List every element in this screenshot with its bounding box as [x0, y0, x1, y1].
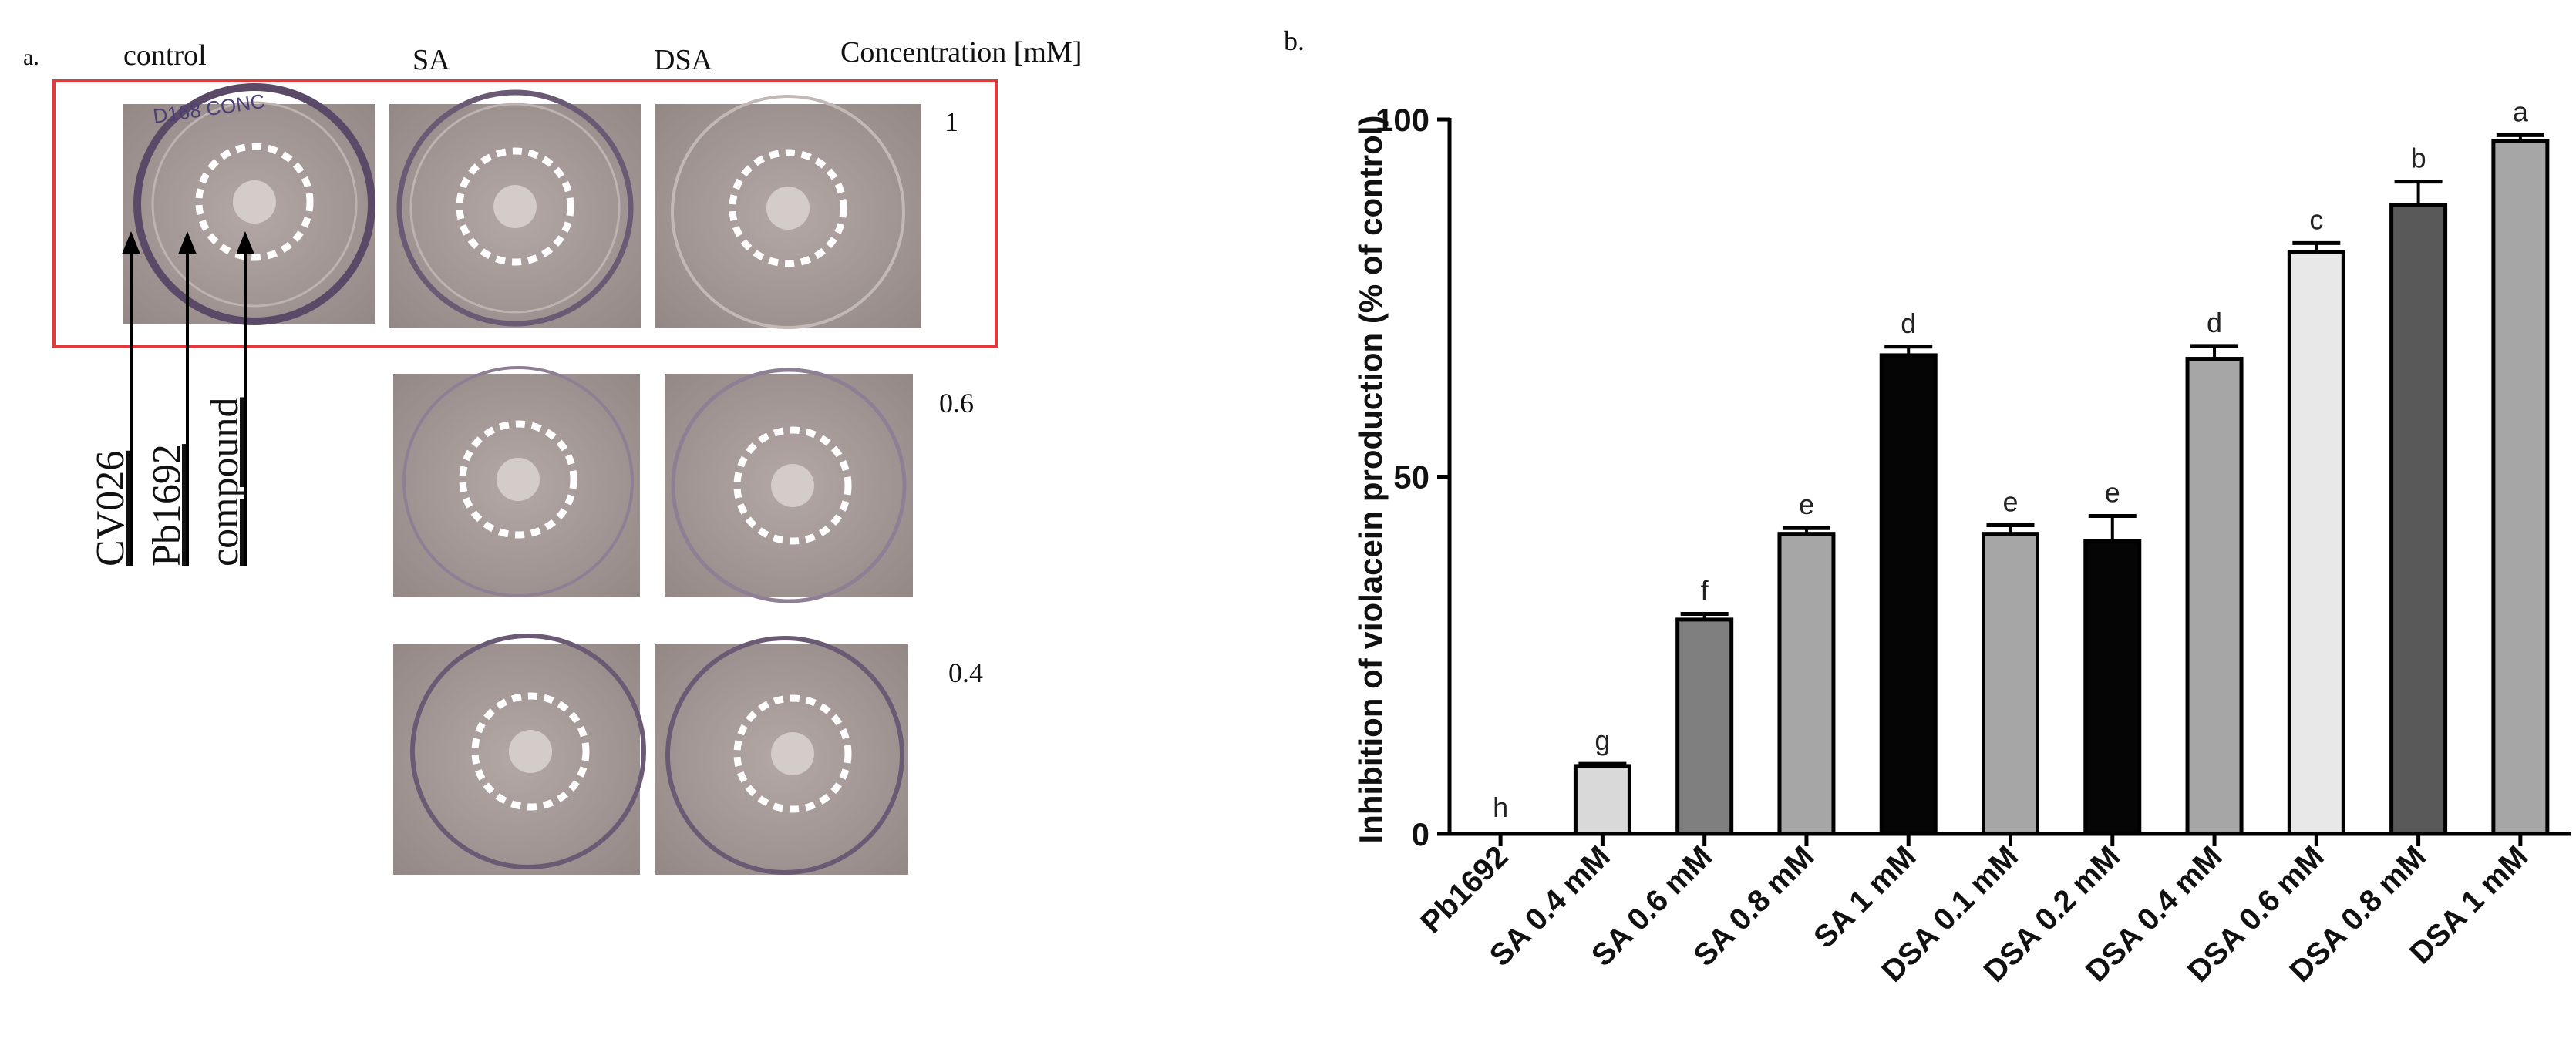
- panel-b: b. Inhibition of violacein production (%…: [1284, 25, 2571, 989]
- plate-sa-1mm: [389, 89, 641, 328]
- plate-dsa-0-4mm: [655, 636, 908, 875]
- arrow-label-compound: compound: [203, 397, 247, 566]
- bar: [2389, 203, 2448, 836]
- concentration-header: Concentration [mM]: [840, 36, 1082, 69]
- significance-letter: e: [2105, 476, 2120, 508]
- bar: [1573, 764, 1631, 836]
- significance-letter: d: [2207, 307, 2222, 338]
- plate-sa-0-6mm: [393, 366, 640, 597]
- y-tick-label: 50: [1393, 459, 1429, 496]
- bar: [1982, 532, 2039, 836]
- column-label-dsa: DSA: [654, 44, 713, 76]
- bar: [2185, 357, 2244, 836]
- plate-control-1mm: D168 CONC: [123, 83, 375, 325]
- column-label-sa: SA: [412, 44, 450, 76]
- significance-letter: h: [1493, 792, 1508, 823]
- plate-dsa-0-6mm: [665, 368, 913, 603]
- bar: [2491, 139, 2550, 836]
- significance-letter: g: [1594, 724, 1610, 756]
- plate-sa-0-4mm: [393, 634, 646, 875]
- column-label-control: control: [123, 39, 207, 72]
- concentration-label-0-6: 0.6: [939, 388, 974, 418]
- concentration-label-0-4: 0.4: [948, 657, 983, 688]
- bar: [2083, 539, 2142, 836]
- concentration-label-1: 1: [945, 106, 958, 137]
- arrows: [122, 231, 254, 566]
- significance-letter: b: [2411, 143, 2426, 174]
- y-tick-label: 100: [1376, 102, 1429, 138]
- arrow-label-pb1692: Pb1692: [145, 444, 189, 566]
- panel-b-label: b.: [1284, 25, 1305, 56]
- bar: [2287, 249, 2345, 836]
- panel-a-label: a.: [23, 45, 39, 70]
- significance-letter: c: [2309, 203, 2323, 235]
- category-label: Pb1692: [1414, 839, 1514, 939]
- significance-letter: f: [1701, 574, 1709, 606]
- bar: [1879, 353, 1938, 836]
- significance-letter: a: [2513, 96, 2529, 127]
- significance-letter: e: [2002, 486, 2018, 518]
- significance-letter: d: [1901, 308, 1916, 339]
- panel-a: a. control SA DSA Concentration [mM] D16…: [23, 36, 1082, 875]
- arrow-label-cv026: CV026: [89, 451, 133, 566]
- y-tick-label: 0: [1412, 816, 1429, 852]
- highlight-box: [52, 79, 998, 348]
- bar: [1675, 617, 1734, 836]
- significance-letter: e: [1799, 489, 1814, 520]
- bar: [1777, 532, 1836, 836]
- y-axis-label: Inhibition of violacein production (% of…: [1352, 116, 1389, 844]
- plate-dsa-1mm: [655, 95, 921, 329]
